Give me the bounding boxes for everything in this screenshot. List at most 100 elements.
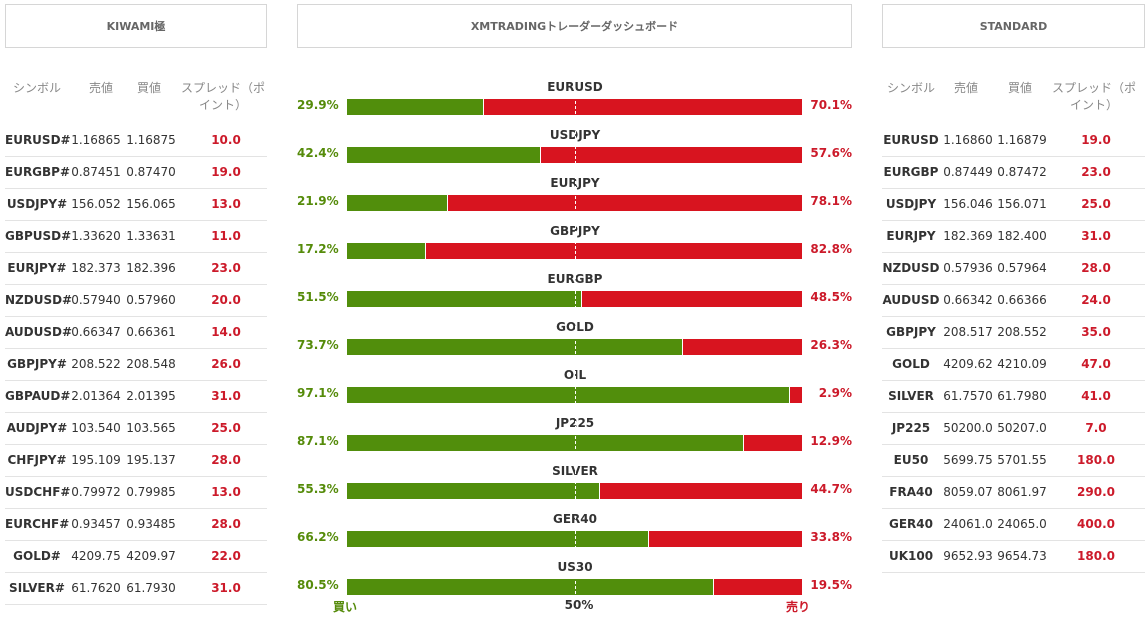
sell-percent: 12.9% (810, 434, 852, 448)
table-row: EURUSD# 1.16865 1.16875 10.0 (5, 125, 267, 157)
symbol-cell: AUDUSD# (5, 325, 73, 339)
buy-percent: 55.3% (297, 482, 339, 496)
bid-cell: 0.57940 (71, 293, 121, 307)
spread-cell: 26.0 (211, 357, 241, 371)
ask-cell: 0.79985 (126, 485, 176, 499)
symbol-cell: AUDUSD (882, 293, 940, 307)
spread-cell: 290.0 (1077, 485, 1115, 499)
ask-cell: 0.57960 (126, 293, 176, 307)
bar-divider (789, 387, 790, 403)
spread-cell: 31.0 (1081, 229, 1111, 243)
symbol-cell: SILVER (888, 389, 934, 403)
bid-cell: 0.79972 (71, 485, 121, 499)
ask-cell: 1.16879 (997, 133, 1047, 147)
bar-divider (483, 99, 484, 115)
spread-cell: 25.0 (211, 421, 241, 435)
spread-cell: 22.0 (211, 549, 241, 563)
sentiment-bar (347, 339, 802, 355)
spread-cell: 14.0 (211, 325, 241, 339)
buy-percent: 42.4% (297, 146, 339, 160)
spread-cell: 31.0 (211, 389, 241, 403)
bid-cell: 24061.0 (943, 517, 993, 531)
table-row: EURUSD 1.16860 1.16879 19.0 (882, 125, 1145, 157)
col-spread-line2: イント） (198, 98, 247, 112)
ask-cell: 0.57964 (997, 261, 1047, 275)
col-symbol: シンボル (886, 81, 935, 95)
buy-fill (347, 579, 713, 595)
symbol-cell: EURUSD# (5, 133, 71, 147)
spread-cell: 28.0 (1081, 261, 1111, 275)
col-bid: 売値 (953, 81, 978, 95)
bar-divider (599, 483, 600, 499)
bid-cell: 195.109 (71, 453, 121, 467)
buy-fill (347, 195, 447, 211)
table-row: JP225 50200.0 50207.0 7.0 (882, 413, 1145, 445)
table-row: EURCHF# 0.93457 0.93485 28.0 (5, 509, 267, 541)
spread-cell: 41.0 (1081, 389, 1111, 403)
symbol-cell: EURJPY (886, 229, 936, 243)
buy-percent: 21.9% (297, 194, 339, 208)
buy-fill (347, 243, 425, 259)
sentiment-bar (347, 291, 802, 307)
ask-cell: 195.137 (126, 453, 176, 467)
symbol-cell: GBPUSD# (5, 229, 72, 243)
ask-cell: 50207.0 (997, 421, 1047, 435)
symbol-cell: GBPJPY (886, 325, 936, 339)
bar-symbol-label: EURJPY (550, 176, 600, 190)
table-row: USDJPY 156.046 156.071 25.0 (882, 189, 1145, 221)
bid-cell: 0.66347 (71, 325, 121, 339)
buy-axis-label: 買い (333, 600, 358, 614)
ask-cell: 9654.73 (997, 549, 1047, 563)
spread-cell: 23.0 (211, 261, 241, 275)
ask-cell: 156.065 (126, 197, 176, 211)
buy-percent: 87.1% (297, 434, 339, 448)
ask-cell: 103.565 (126, 421, 176, 435)
table-row: GOLD# 4209.75 4209.97 22.0 (5, 541, 267, 573)
standard-title-text: STANDARD (979, 19, 1048, 33)
bar-divider (743, 435, 744, 451)
symbol-cell: USDCHF# (5, 485, 71, 499)
bid-cell: 156.052 (71, 197, 121, 211)
spread-cell: 400.0 (1077, 517, 1115, 531)
table-row: EURGBP 0.87449 0.87472 23.0 (882, 157, 1145, 189)
bar-symbol-label: USDJPY (549, 128, 601, 142)
symbol-cell: GER40 (889, 517, 933, 531)
spread-cell: 35.0 (1081, 325, 1111, 339)
table-row: EU50 5699.75 5701.55 180.0 (882, 445, 1145, 477)
standard-table-header: シンボル 売値 買値 スプレッド（ポ イント） (882, 78, 1145, 124)
bar-symbol-label: SILVER (552, 464, 598, 478)
col-ask: 買値 (1007, 81, 1032, 95)
buy-percent: 80.5% (297, 578, 339, 592)
kiwami-title-text: KIWAMI極 (106, 20, 166, 33)
bid-cell: 61.7570 (943, 389, 993, 403)
bar-divider (682, 339, 683, 355)
table-row: GER40 24061.0 24065.0 400.0 (882, 509, 1145, 541)
symbol-cell: EURJPY# (7, 261, 67, 275)
table-row: AUDUSD 0.66342 0.66366 24.0 (882, 285, 1145, 317)
bid-cell: 61.7620 (71, 581, 121, 595)
spread-cell: 11.0 (211, 229, 241, 243)
ask-cell: 4210.09 (997, 357, 1047, 371)
spread-cell: 19.0 (1081, 133, 1111, 147)
sell-percent: 2.9% (818, 386, 852, 400)
bid-cell: 0.87449 (943, 165, 993, 179)
dashboard-title-text: XMTRADINGトレーダーダッシュボード (470, 20, 679, 33)
sell-percent: 48.5% (810, 290, 852, 304)
ask-cell: 5701.55 (997, 453, 1047, 467)
buy-percent: 29.9% (297, 98, 339, 112)
sell-percent: 26.3% (810, 338, 852, 352)
ask-cell: 208.548 (126, 357, 176, 371)
spread-cell: 31.0 (211, 581, 241, 595)
spread-cell: 180.0 (1077, 453, 1115, 467)
bar-divider (447, 195, 448, 211)
sell-percent: 78.1% (810, 194, 852, 208)
sentiment-bar (347, 195, 802, 211)
spread-cell: 25.0 (1081, 197, 1111, 211)
spread-cell: 20.0 (211, 293, 241, 307)
symbol-cell: AUDJPY# (6, 421, 68, 435)
sell-percent: 82.8% (810, 242, 852, 256)
sentiment-bar (347, 147, 802, 163)
symbol-cell: EURCHF# (5, 517, 70, 531)
table-row: GBPAUD# 2.01364 2.01395 31.0 (5, 381, 267, 413)
bar-divider (581, 291, 582, 307)
